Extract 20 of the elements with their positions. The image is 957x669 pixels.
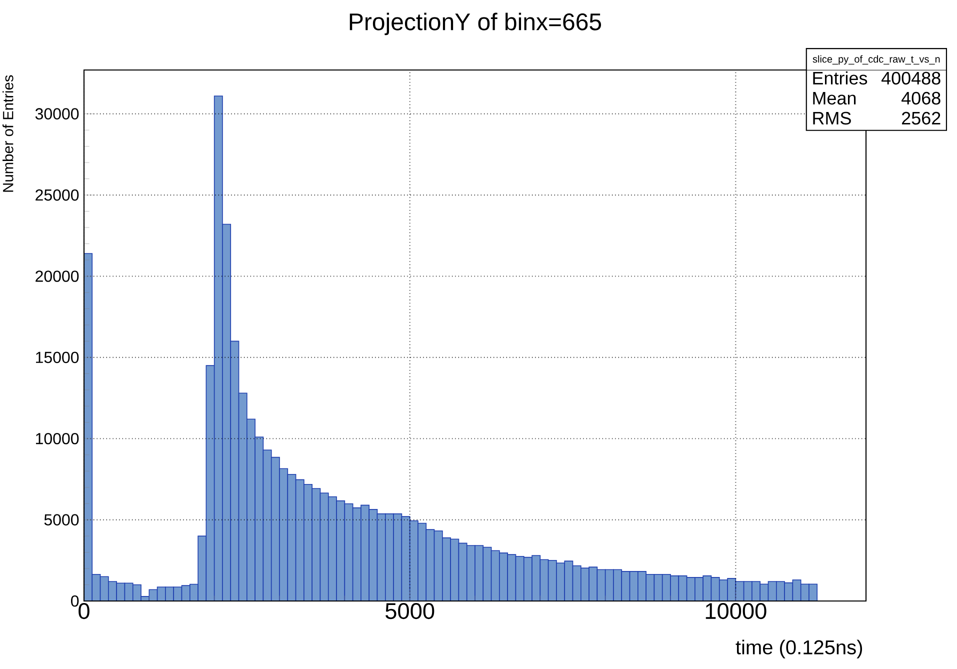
y-tick-label: 30000 bbox=[35, 108, 79, 120]
text: 2562 bbox=[902, 112, 940, 125]
annotation: RMS bbox=[813, 112, 851, 125]
y-tick-label: 15000 bbox=[36, 352, 79, 364]
annotation: Mean bbox=[813, 92, 856, 105]
y-tick-label: 5000 bbox=[44, 514, 79, 526]
y-tick-label: 20000 bbox=[36, 270, 79, 282]
x-axis-title: time (0.125ns) bbox=[736, 640, 862, 658]
annotation: Entries bbox=[813, 71, 868, 85]
y-tick-label: 0 bbox=[71, 595, 79, 607]
x-tick-label: 5000 bbox=[386, 603, 434, 620]
y-tick-label: 25000 bbox=[36, 189, 79, 201]
x-tick-label: 0 bbox=[78, 603, 90, 620]
text: 4068 bbox=[902, 92, 940, 105]
text: slice_py_of_cdc_raw_t_vs_n bbox=[812, 55, 940, 65]
x-tick-label: 10000 bbox=[706, 603, 766, 620]
y-axis-title: Number of Entries bbox=[2, 75, 14, 192]
chart-title: ProjectionY of binx=665 bbox=[350, 12, 602, 36]
text: 400488 bbox=[881, 72, 940, 85]
y-tick-label: 10000 bbox=[36, 432, 79, 444]
